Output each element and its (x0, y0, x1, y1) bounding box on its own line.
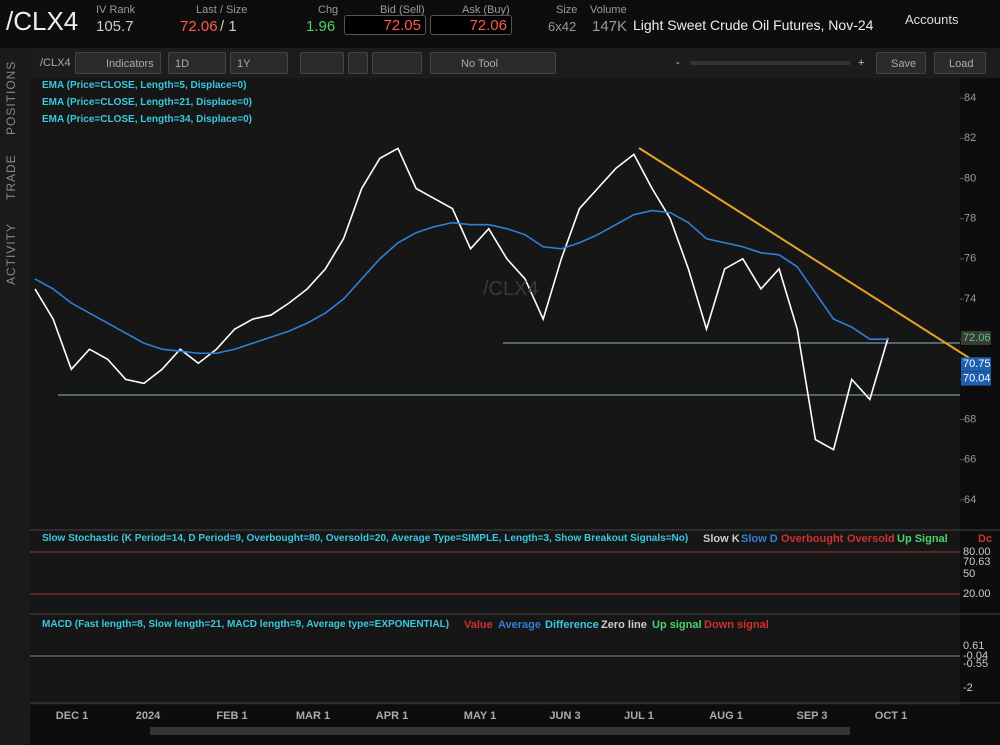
axis-label: -0.04 (963, 650, 988, 662)
y-tick-label: 78 (964, 213, 976, 225)
axis-label: -2 (963, 682, 973, 694)
legend-entry: Average (498, 619, 541, 631)
tab[interactable]: POSITIONS (4, 60, 18, 135)
value: 105.7 (96, 18, 134, 35)
y-tick-label: 82 (964, 132, 976, 144)
label: Last / Size (196, 4, 248, 16)
label: Ask (Buy) (462, 4, 510, 16)
label: IV Rank (96, 4, 136, 16)
axis-label: 50 (963, 568, 975, 580)
label: Bid (Sell) (380, 4, 425, 16)
zoom-in[interactable]: + (858, 57, 865, 69)
legend-entry: Difference (545, 619, 599, 631)
tool-select[interactable]: No Tool (430, 52, 556, 74)
x-tick-label: DEC 1 (56, 710, 88, 722)
price-line (34, 209, 888, 355)
bid-button[interactable]: 72.05 (344, 15, 426, 35)
y-tick-label: 84 (964, 92, 976, 104)
zoom-out[interactable]: - (676, 57, 680, 69)
study-label: Slow Stochastic (K Period=14, D Period=9… (42, 533, 689, 544)
legend-entry: Slow D (741, 533, 778, 545)
x-tick-label: MAR 1 (296, 710, 330, 722)
study-label: EMA (Price=CLOSE, Length=21, Displace=0) (42, 97, 252, 108)
x-tick-label: 2024 (136, 710, 161, 722)
trend-line (638, 147, 986, 369)
zoom-slider[interactable] (690, 61, 850, 65)
sidebar (0, 48, 30, 745)
price-tag-label: 70.75 (963, 358, 991, 370)
range-select[interactable]: 1Y (230, 52, 288, 74)
value: 1.96 (306, 18, 336, 35)
scrollbar[interactable] (150, 727, 850, 735)
axis-label: 0.61 (963, 640, 984, 652)
y-tick-label: 80 (964, 172, 976, 184)
value: / 1 (220, 18, 237, 35)
ask-button[interactable]: 72.06 (430, 15, 512, 35)
interval-select[interactable]: 1D (168, 52, 226, 74)
legend-entry: Down signal (704, 619, 769, 631)
drawings[interactable] (372, 52, 422, 74)
tab[interactable]: ACTIVITY (4, 222, 18, 285)
price-tag (961, 371, 991, 386)
y-tick-label: 74 (964, 293, 976, 305)
x-tick-label: AUG 1 (709, 710, 743, 722)
symbol: /CLX4 (6, 6, 79, 36)
y-tick-label: 68 (964, 413, 976, 425)
legend-entry: Up signal (652, 619, 702, 631)
x-tick-label: OCT 1 (875, 710, 907, 722)
legend-entry: Value (464, 619, 493, 631)
axis-label: 70.63 (963, 556, 991, 568)
legend-entry: Up Signal (897, 533, 948, 545)
chart-symbol: /CLX4 (40, 57, 71, 69)
axis-label: 80.00 (963, 546, 991, 558)
indicators-button[interactable]: Indicators (75, 52, 161, 74)
y-tick-label: 64 (964, 494, 976, 506)
value: 72.06 (180, 18, 218, 35)
label: Volume (590, 4, 627, 16)
x-tick-label: JUN 3 (549, 710, 580, 722)
price-tag (961, 330, 991, 345)
study-label: MACD (Fast length=8, Slow length=21, MAC… (42, 619, 450, 630)
description: Light Sweet Crude Oil Futures, Nov-24 (633, 17, 874, 33)
value: 6x42 (548, 19, 577, 34)
price-tag-label: 72.06 (963, 332, 991, 344)
y-tick-label: 76 (964, 253, 976, 265)
study-label: EMA (Price=CLOSE, Length=5, Displace=0) (42, 80, 247, 91)
y-tick-label: 66 (964, 454, 976, 466)
label: Chg (318, 4, 339, 16)
value: 147K (592, 18, 628, 35)
x-tick-label: SEP 3 (797, 710, 828, 722)
plot-bg (30, 78, 960, 705)
legend-entry: Dc (978, 533, 992, 545)
y-tick-label: 70 (964, 373, 976, 385)
x-tick-label: FEB 1 (216, 710, 247, 722)
price-line (34, 147, 889, 451)
study-label: EMA (Price=CLOSE, Length=34, Displace=0) (42, 114, 252, 125)
legend-entry: Zero line (601, 619, 647, 631)
watermark: /CLX4 (483, 278, 539, 300)
x-tick-label: APR 1 (376, 710, 408, 722)
axis-label: -0.55 (963, 658, 988, 670)
chart-type[interactable] (300, 52, 344, 74)
save-button[interactable]: Save (876, 52, 926, 74)
accounts-menu[interactable]: Accounts (905, 12, 959, 27)
x-tick-label: MAY 1 (464, 710, 496, 722)
price-tag-label: 70.04 (963, 372, 991, 384)
label: Size (556, 4, 578, 16)
x-tick-label: JUL 1 (624, 710, 654, 722)
axis-label: 20.00 (963, 588, 991, 600)
tab[interactable]: TRADE (4, 154, 18, 200)
y-tick-label: 72 (964, 333, 976, 345)
legend-entry: Slow K (703, 533, 740, 545)
settings[interactable] (348, 52, 368, 74)
load-button[interactable]: Load (934, 52, 986, 74)
legend-entry: Oversold (847, 533, 895, 545)
price-tag (961, 357, 991, 372)
legend-entry: Overbought (781, 533, 844, 545)
